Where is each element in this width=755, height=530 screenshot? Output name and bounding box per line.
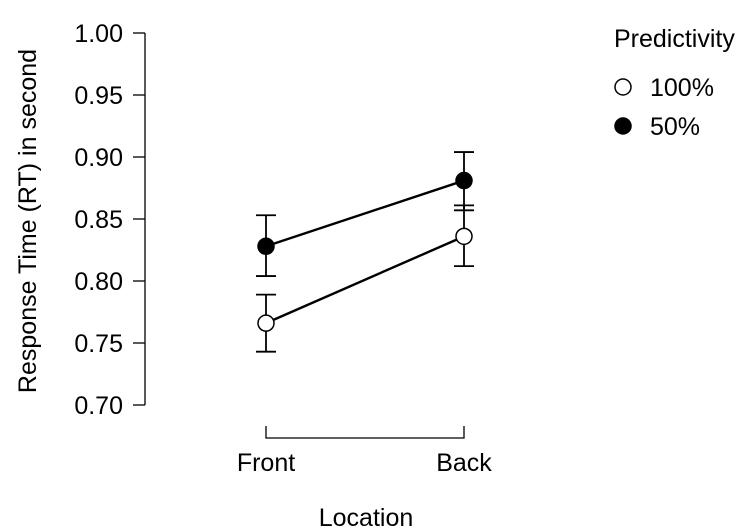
y-tick-label: 0.95 xyxy=(74,82,123,110)
legend-label: 100% xyxy=(650,74,714,102)
y-tick-label: 0.90 xyxy=(74,144,123,172)
data-point xyxy=(257,314,275,332)
y-axis: 0.70 0.75 0.80 0.85 0.90 0.95 1.00 xyxy=(74,20,146,420)
legend-marker xyxy=(614,78,632,96)
legend: Predictivity 100% 50% xyxy=(614,25,735,141)
series-line xyxy=(265,235,465,325)
y-tick-label: 0.75 xyxy=(74,330,123,358)
y-tick-label: 0.85 xyxy=(74,206,123,234)
legend-marker xyxy=(614,117,632,135)
y-tick-label: 1.00 xyxy=(74,20,123,48)
data-point xyxy=(455,227,473,246)
x-tick-label: Back xyxy=(436,449,492,477)
data-point xyxy=(455,171,473,190)
y-axis-title: Response Time (RT) in second xyxy=(14,49,42,393)
data-point xyxy=(257,237,275,256)
series-1 xyxy=(256,204,474,353)
series-line xyxy=(265,179,465,248)
x-axis: Front Back xyxy=(237,426,492,477)
series-2 xyxy=(256,151,474,277)
x-axis-bracket xyxy=(265,426,465,439)
legend-label: 50% xyxy=(650,113,700,141)
legend-title: Predictivity xyxy=(614,25,735,53)
x-axis-title: Location xyxy=(319,504,414,530)
y-tick-label: 0.70 xyxy=(74,392,123,420)
x-tick-label: Front xyxy=(237,449,295,477)
y-tick-label: 0.80 xyxy=(74,268,123,296)
series-layer xyxy=(256,151,474,353)
